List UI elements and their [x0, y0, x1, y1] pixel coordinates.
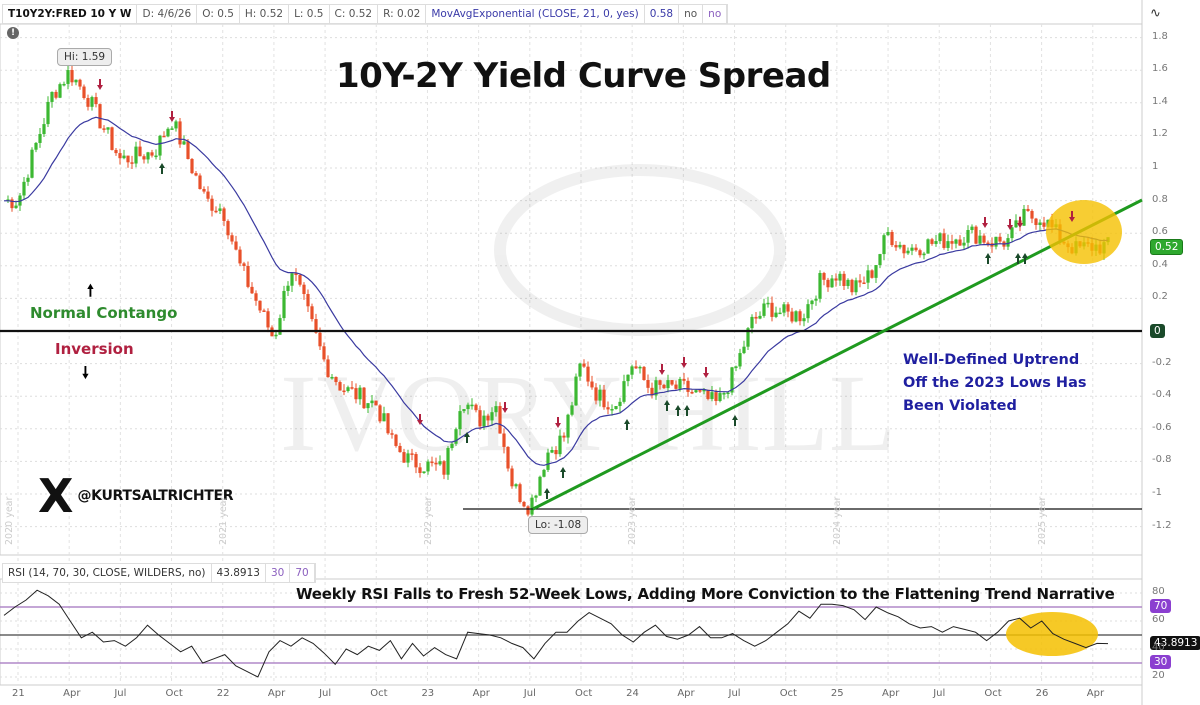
lo-label: Lo: -1.08 — [528, 516, 589, 534]
handle-text: @KURTSALTRICHTER — [77, 488, 234, 504]
x-tick-label: Oct — [779, 688, 797, 699]
x-tick-label: Apr — [63, 688, 81, 699]
y-tick-label: 0.8 — [1152, 193, 1168, 205]
open-value: O: 0.5 — [197, 5, 240, 23]
y-tick-label: -1 — [1152, 487, 1162, 498]
x-tick-label: 25 — [830, 688, 844, 699]
y-tick-label: 0.2 — [1152, 291, 1168, 303]
trend-line — [532, 198, 1143, 511]
y-tick-label: 1.8 — [1152, 30, 1168, 42]
year-marker: 2020 year — [4, 496, 15, 545]
arrow-up-icon: 🠕 — [87, 281, 94, 300]
rsi-tick-label: 60 — [1152, 614, 1165, 625]
x-tick-label: 21 — [12, 688, 25, 699]
x-tick-label: 24 — [626, 688, 639, 699]
year-marker: 2021 year — [218, 496, 229, 545]
symbol-label[interactable]: T10Y2Y:FRED 10 Y W — [3, 5, 138, 23]
social-handle: X @KURTSALTRICHTER — [38, 469, 234, 523]
normal-contango-label: Normal Contango — [30, 304, 178, 322]
x-tick-label: Apr — [267, 688, 286, 699]
x-tick-label: Jul — [933, 688, 946, 699]
uptrend-note-line1: Well-Defined Uptrend — [903, 352, 1080, 368]
ema-study-value: 0.58 — [645, 5, 680, 23]
x-tick-label: Oct — [574, 688, 593, 699]
chart-style-icon[interactable]: ∿ — [1150, 6, 1161, 21]
flag-1: no — [679, 5, 704, 23]
rsi-tick-label: 80 — [1152, 586, 1165, 597]
x-tick-label: Apr — [882, 688, 900, 699]
rsi-study-label[interactable]: RSI (14, 70, 30, CLOSE, WILDERS, no) — [3, 564, 212, 582]
x-tick-label: Apr — [677, 688, 695, 699]
rsi-os-tag: 30 — [1150, 655, 1172, 669]
inversion-label: Inversion — [55, 340, 134, 358]
y-tick-label: -0.2 — [1152, 356, 1172, 368]
chart-title: 10Y-2Y Yield Curve Spread — [336, 56, 831, 96]
range-value: R: 0.02 — [378, 5, 427, 23]
zero-tag: 0 — [1150, 324, 1165, 338]
x-tick-label: 22 — [216, 688, 230, 699]
uptrend-note-line3: Been Violated — [903, 398, 1017, 414]
x-tick-label: Jul — [114, 688, 127, 699]
date-value: D: 4/6/26 — [137, 5, 198, 23]
rsi-note: Weekly RSI Falls to Fresh 52-Week Lows, … — [296, 585, 1115, 603]
rsi-os-value: 30 — [266, 564, 291, 582]
close-value: C: 0.52 — [330, 5, 379, 23]
x-tick-label: Apr — [1086, 688, 1105, 699]
x-tick-label: Jul — [523, 688, 536, 699]
uptrend-note-line2: Off the 2023 Lows Has — [903, 375, 1087, 391]
last-price-tag: 0.52 — [1150, 239, 1184, 255]
x-tick-label: Jul — [728, 688, 741, 699]
y-tick-label: 0.4 — [1152, 258, 1168, 270]
x-tick-label: 26 — [1035, 688, 1049, 699]
x-logo-icon: X — [38, 469, 74, 523]
rsi-highlight — [1006, 612, 1098, 656]
year-marker: 2023 year — [627, 496, 639, 545]
rsi-study-header: RSI (14, 70, 30, CLOSE, WILDERS, no) 43.… — [2, 563, 316, 583]
x-tick-label: Oct — [165, 688, 183, 699]
highlight-circle — [1046, 200, 1122, 264]
y-tick-label: -1.2 — [1152, 519, 1172, 531]
x-tick-label: Oct — [984, 688, 1002, 699]
rsi-study-value: 43.8913 — [212, 564, 266, 582]
x-tick-label: 23 — [421, 688, 435, 699]
rsi-ob-tag: 70 — [1150, 599, 1172, 613]
flag-2: no — [703, 5, 728, 23]
year-marker: 2025 year — [1036, 496, 1048, 545]
x-tick-label: Jul — [319, 688, 332, 699]
y-tick-label: 1.2 — [1152, 128, 1168, 140]
high-value: H: 0.52 — [240, 5, 290, 23]
y-tick-label: -0.6 — [1152, 421, 1172, 433]
y-tick-label: -0.4 — [1152, 389, 1172, 401]
price-study-header: T10Y2Y:FRED 10 Y W D: 4/6/26 O: 0.5 H: 0… — [2, 4, 729, 24]
alert-icon[interactable]: ! — [7, 27, 19, 39]
x-tick-label: Oct — [370, 688, 388, 699]
y-tick-label: 1 — [1152, 161, 1159, 172]
y-tick-label: -0.8 — [1152, 454, 1172, 466]
y-tick-label: 0.6 — [1152, 226, 1168, 238]
uptrend-note: Well-Defined Uptrend Off the 2023 Lows H… — [903, 349, 1123, 418]
rsi-tick-label: 40 — [1152, 642, 1165, 653]
y-tick-label: 1.6 — [1152, 63, 1168, 75]
rsi-tick-label: 20 — [1152, 670, 1165, 681]
ema-study-label[interactable]: MovAvgExponential (CLOSE, 21, 0, yes) — [426, 5, 645, 23]
year-marker: 2022 year — [422, 496, 434, 545]
year-marker: 2024 year — [832, 496, 844, 545]
hi-label: Hi: 1.59 — [57, 48, 113, 66]
y-tick-label: 1.4 — [1152, 95, 1168, 107]
low-value: L: 0.5 — [289, 5, 330, 23]
arrow-down-icon: 🠗 — [82, 363, 89, 382]
x-tick-label: Apr — [472, 688, 490, 699]
rsi-last-tag: 43.8913 — [1150, 636, 1200, 650]
rsi-ob-value: 70 — [290, 564, 315, 582]
